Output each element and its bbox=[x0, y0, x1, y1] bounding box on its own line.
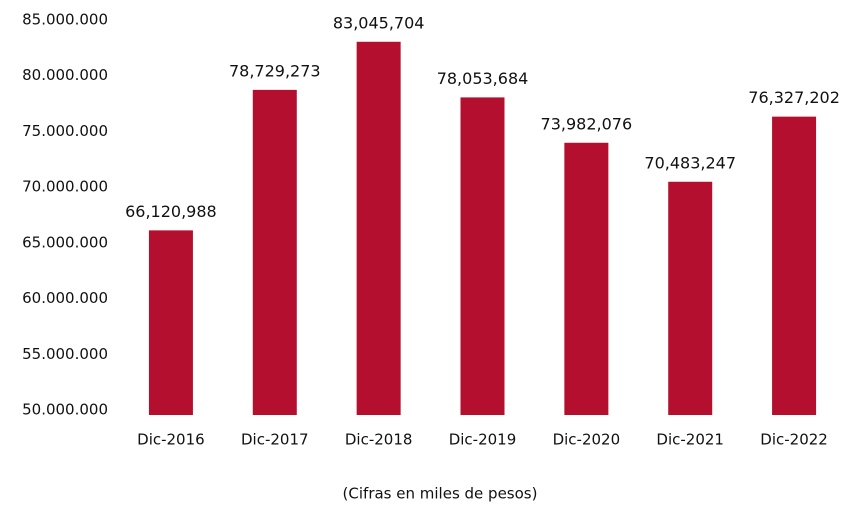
x-tick-label: Dic-2018 bbox=[345, 431, 413, 449]
bar bbox=[356, 41, 401, 416]
bar bbox=[668, 181, 713, 415]
value-label: 73,982,076 bbox=[541, 114, 633, 133]
value-label: 78,053,684 bbox=[437, 69, 529, 88]
x-tick-label: Dic-2021 bbox=[656, 431, 724, 449]
bar bbox=[460, 97, 505, 416]
y-tick-label: 75.000.000 bbox=[22, 122, 108, 140]
y-tick-label: 70.000.000 bbox=[22, 178, 108, 196]
value-label: 66,120,988 bbox=[125, 202, 217, 221]
x-tick-label: Dic-2022 bbox=[760, 431, 828, 449]
x-tick-label: Dic-2016 bbox=[137, 431, 205, 449]
bar bbox=[772, 116, 817, 416]
bar bbox=[148, 230, 193, 415]
value-label: 76,327,202 bbox=[748, 88, 840, 107]
y-tick-label: 65.000.000 bbox=[22, 233, 108, 251]
bar bbox=[564, 142, 609, 415]
x-tick-label: Dic-2019 bbox=[449, 431, 517, 449]
y-tick-label: 80.000.000 bbox=[22, 66, 108, 84]
value-label: 78,729,273 bbox=[229, 61, 321, 80]
y-tick-label: 85.000.000 bbox=[22, 11, 108, 29]
x-tick-label: Dic-2017 bbox=[241, 431, 309, 449]
y-tick-label: 50.000.000 bbox=[22, 401, 108, 419]
bar bbox=[252, 89, 297, 416]
y-tick-label: 55.000.000 bbox=[22, 345, 108, 363]
y-tick-label: 60.000.000 bbox=[22, 289, 108, 307]
x-tick-label: Dic-2020 bbox=[553, 431, 621, 449]
value-label: 83,045,704 bbox=[333, 13, 425, 32]
x-axis-label: (Cifras en miles de pesos) bbox=[343, 485, 538, 503]
value-label: 70,483,247 bbox=[644, 153, 736, 172]
